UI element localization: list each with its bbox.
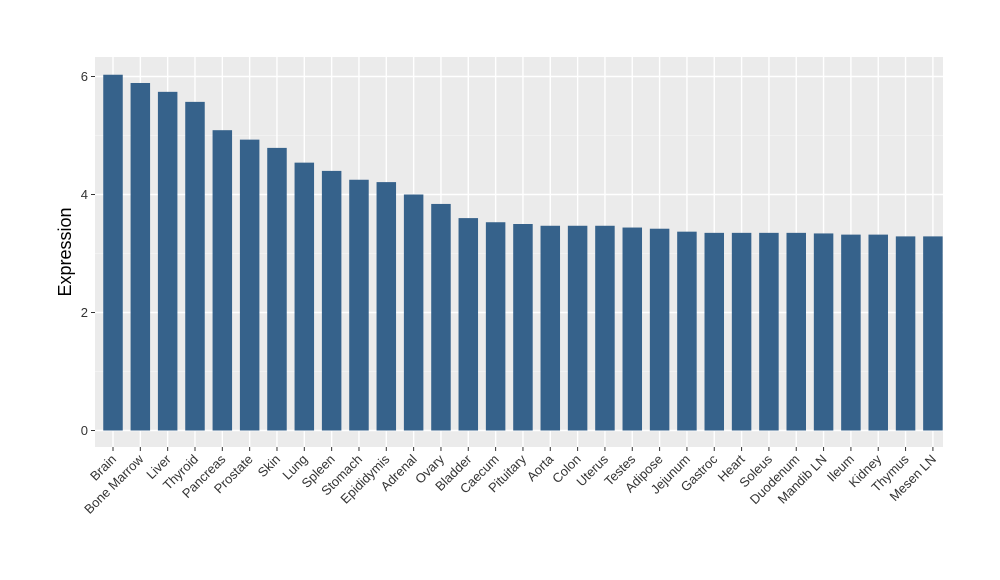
bar-ileum: [841, 234, 861, 431]
bar-colon: [567, 225, 588, 431]
bar-heart: [731, 232, 752, 431]
bar-mandib-ln: [813, 233, 834, 431]
y-axis: 0 2 4 6: [81, 69, 95, 438]
bar-adrenal: [403, 194, 424, 431]
bar-spleen: [321, 170, 342, 431]
bar-thyroid: [185, 101, 205, 431]
x-tick-label: Skin: [255, 452, 283, 480]
bar-testes: [622, 227, 643, 431]
bar-duodenum: [786, 232, 806, 431]
bar-aorta: [540, 225, 561, 431]
y-tick-label: 2: [81, 305, 88, 320]
bar-kidney: [868, 234, 888, 431]
bar-liver: [157, 91, 178, 431]
bar-adipose: [649, 228, 670, 431]
bar-bone-marrow: [130, 82, 151, 431]
y-tick-label: 0: [81, 423, 88, 438]
bar-thymus: [895, 236, 916, 431]
bar-pituitary: [513, 224, 533, 431]
bar-epididymis: [376, 182, 397, 431]
bar-ovary: [431, 203, 451, 431]
bar-prostate: [239, 139, 260, 431]
bar-mesen-ln: [923, 236, 943, 431]
bar-bladder: [458, 218, 479, 431]
y-axis-title: Expression: [55, 207, 75, 296]
y-tick-label: 6: [81, 69, 88, 84]
bars: [103, 74, 943, 431]
bar-soleus: [759, 232, 779, 431]
bar-skin: [267, 147, 287, 431]
bar-pancreas: [212, 130, 233, 431]
bar-caecum: [485, 222, 506, 431]
y-tick-label: 4: [81, 187, 88, 202]
bar-brain: [103, 74, 123, 431]
bar-stomach: [349, 179, 369, 431]
bar-uterus: [595, 225, 615, 431]
bar-gastroc: [704, 232, 725, 431]
bar-lung: [294, 162, 315, 431]
bar-jejunum: [677, 231, 697, 431]
